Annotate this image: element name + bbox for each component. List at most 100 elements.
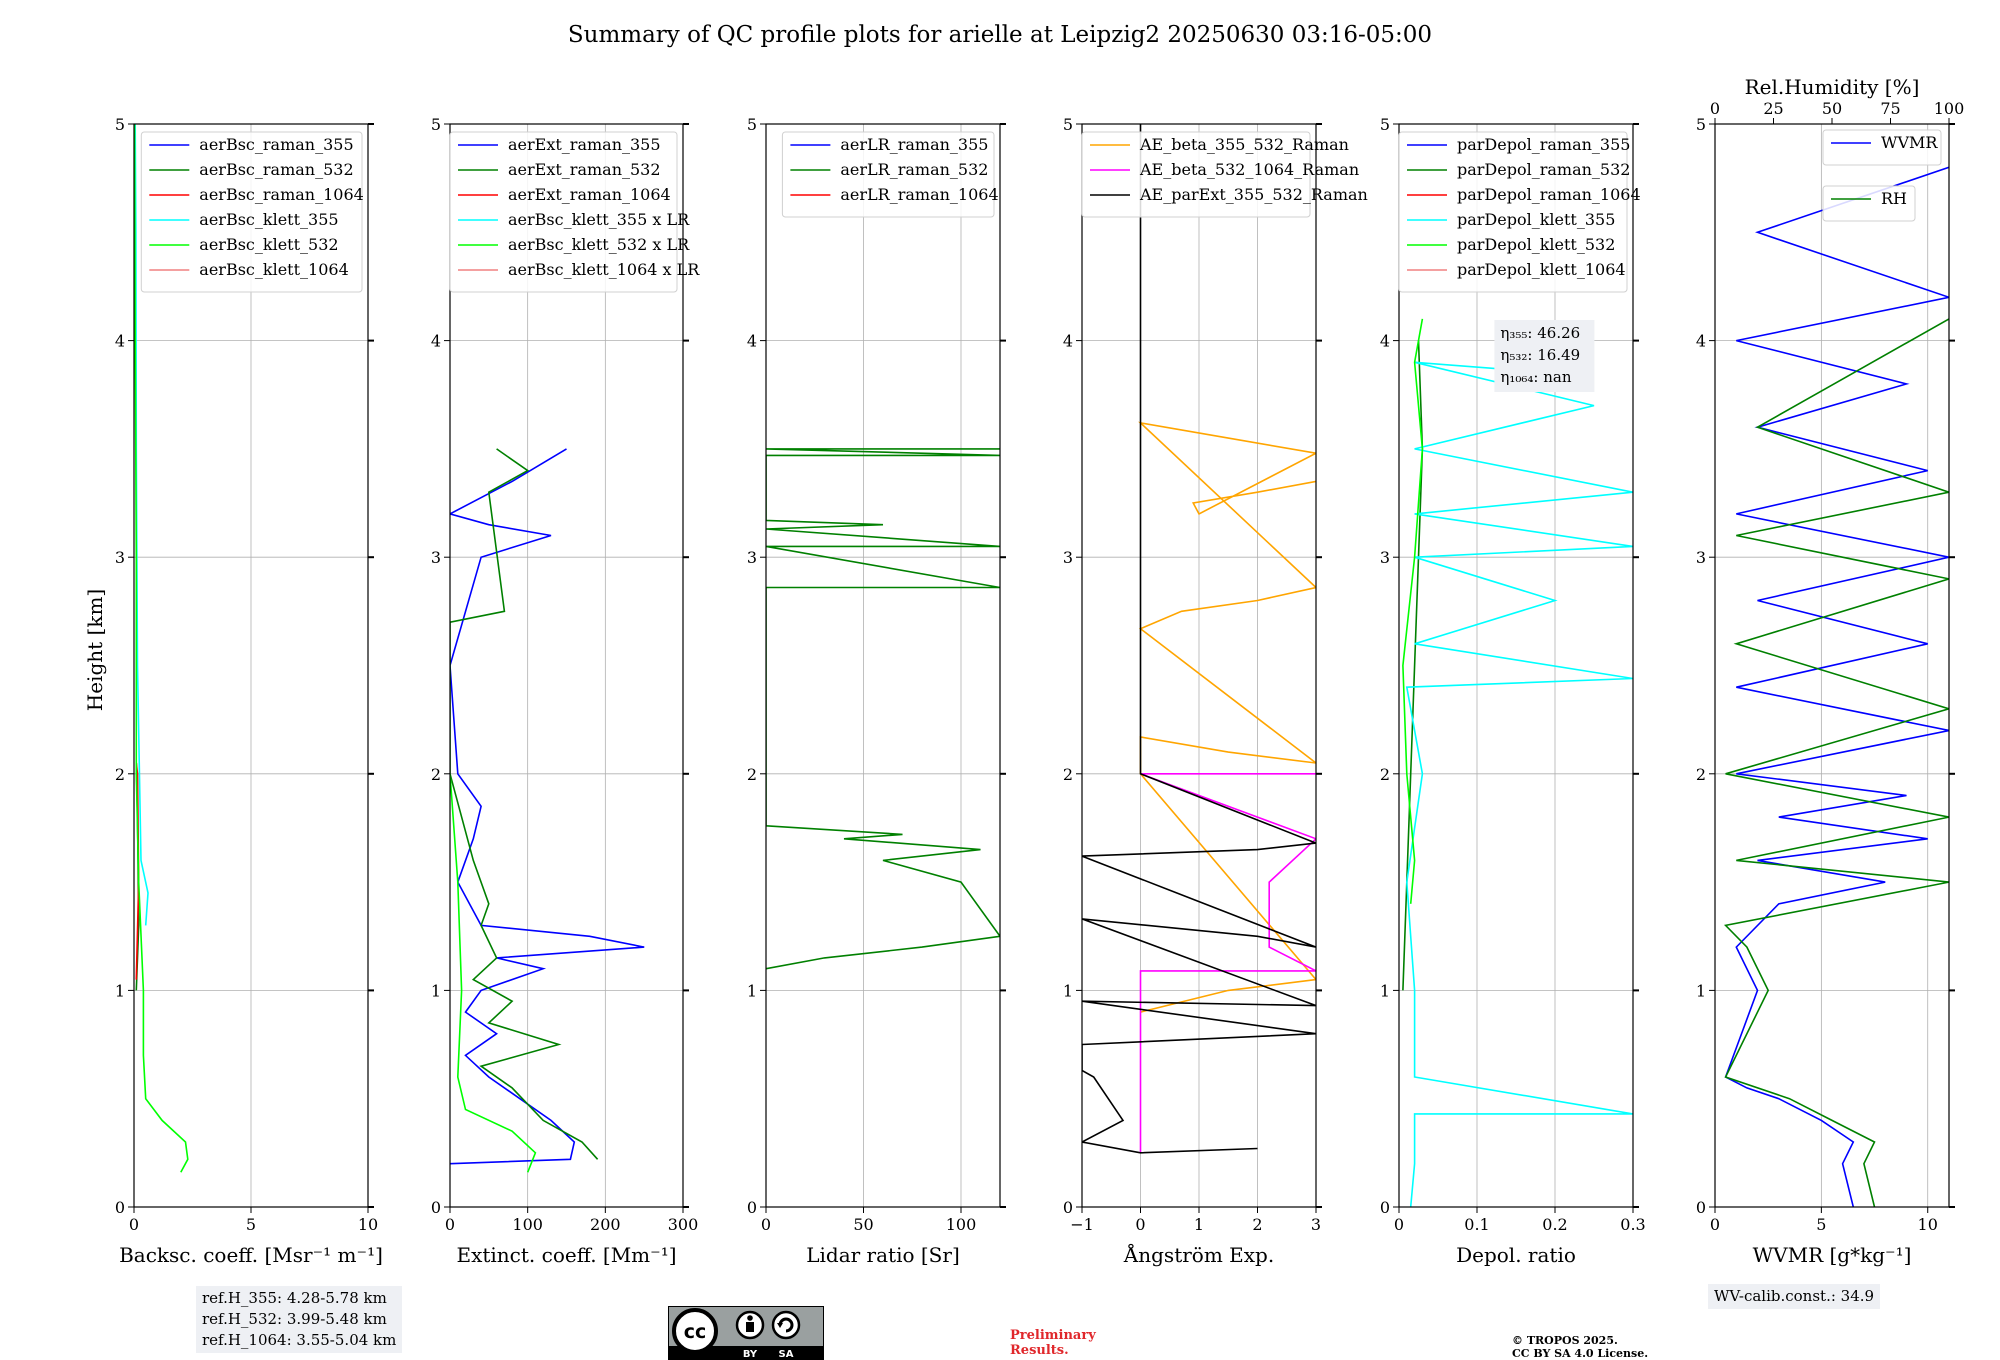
y-tick-label: 0 (1380, 1198, 1390, 1217)
plot-frame (133, 123, 369, 1208)
series-line-parDepol_klett_532 (1402, 318, 1424, 904)
legend: aerLR_raman_355 aerLR_raman_532 aerLR_rama… (781, 131, 999, 218)
legend-entry: aerBsc_klett_355 x LR (508, 210, 690, 229)
series-group (134, 124, 189, 1173)
y-tick-label: 5 (1696, 115, 1706, 134)
legend: aerExt_raman_355 aerExt_raman_532 aerExt_r… (449, 131, 700, 293)
legend: WVMR (1822, 129, 1942, 166)
legend-box (1822, 129, 1942, 166)
legend-entry: parDepol_raman_355 (1457, 135, 1630, 154)
series-group (1082, 124, 1316, 1154)
legend-entry: AE_beta_355_532_Raman (1139, 135, 1349, 154)
y-tick-label: 4 (1696, 332, 1706, 351)
x-axis-label: Lidar ratio [Sr] (806, 1243, 960, 1267)
legend-entry: aerLR_raman_1064 (840, 185, 998, 204)
x-tick-label: 10 (1918, 1215, 1938, 1234)
x-axis-label: Ångström Exp. (1123, 1242, 1274, 1267)
plot-frame (1714, 123, 1950, 1208)
legend-entry: aerBsc_klett_355 (199, 210, 338, 229)
legend: aerBsc_raman_355 aerBsc_raman_532 aerBsc_r… (140, 131, 364, 293)
preliminary-results-note: Preliminary Results. (1010, 1328, 1096, 1358)
x-tick-label: 0.2 (1542, 1215, 1567, 1234)
legend-entry: aerBsc_raman_1064 (199, 185, 364, 204)
eta-value: η₁₀₆₄: nan (1500, 368, 1571, 386)
x2-tick-label: 75 (1880, 99, 1900, 118)
preliminary-line-2: Results. (1010, 1343, 1069, 1358)
legend-entry: aerBsc_klett_1064 (199, 260, 348, 279)
legend-entry: aerBsc_klett_532 (199, 235, 338, 254)
legend-box (140, 131, 363, 293)
legend-entry: aerExt_raman_532 (508, 160, 661, 179)
y-tick-label: 3 (1063, 548, 1073, 567)
eta-annotation: η₃₅₅: 46.26 η₅₃₂: 16.49 η₁₀₆₄: nan (1494, 320, 1595, 392)
series-line-AE_beta_355_532_Raman (1138, 421, 1316, 1013)
y-tick-label: 1 (115, 981, 125, 1000)
legend: parDepol_raman_355 parDepol_raman_532 parD… (1398, 131, 1641, 293)
x-tick-label: 5 (1816, 1215, 1826, 1234)
legend-entry: aerBsc_klett_532 x LR (508, 235, 690, 254)
y-tick-label: 4 (431, 332, 441, 351)
legend-entry: aerExt_raman_1064 (508, 185, 671, 204)
y-tick-label: 4 (1063, 332, 1073, 351)
plot-frame (449, 123, 684, 1208)
eta-value: η₅₃₂: 16.49 (1500, 346, 1580, 364)
y-tick-label: 0 (431, 1198, 441, 1217)
plot-frame (765, 123, 1001, 1208)
y-tick-label: 0 (115, 1198, 125, 1217)
figure-title: Summary of QC profile plots for arielle … (567, 22, 1433, 48)
legend-box (781, 131, 995, 218)
legend: AE_beta_355_532_Raman AE_beta_532_1064_Ra… (1081, 131, 1368, 218)
x-tick-label: 3 (1311, 1215, 1321, 1234)
legend-entry: AE_beta_532_1064_Raman (1139, 160, 1359, 179)
series-group (450, 448, 645, 1173)
y-tick-label: 1 (1380, 981, 1390, 1000)
series-line-WVMR (1724, 166, 1949, 1207)
legend-entry: aerBsc_raman_532 (199, 160, 353, 179)
y-tick-label: 0 (1063, 1198, 1073, 1217)
ref-height-532: ref.H_532: 3.99-5.48 km (202, 1310, 387, 1328)
y-tick-label: 2 (431, 765, 441, 784)
wv-calib-box: WV-calib.const.: 34.9 (1708, 1284, 1881, 1309)
annotation-box (1494, 320, 1595, 392)
ref-heights-box: ref.H_355: 4.28-5.78 km ref.H_532: 3.99-… (196, 1286, 403, 1353)
legend-entry: RH (1881, 189, 1907, 208)
x-tick-label: 2 (1252, 1215, 1262, 1234)
series-group (1402, 318, 1633, 1207)
preliminary-line-1: Preliminary (1010, 1328, 1096, 1343)
legend-entry: parDepol_raman_1064 (1457, 185, 1641, 204)
legend-entry: aerExt_raman_355 (508, 135, 661, 154)
copyright-note: © TROPOS 2025. CC BY SA 4.0 License. (1512, 1334, 1648, 1360)
plot-frame (1081, 123, 1317, 1208)
y-axis-label: Height [km] (83, 589, 107, 711)
y-tick-label: 4 (1380, 332, 1390, 351)
y-tick-label: 2 (1063, 765, 1073, 784)
copyright-line-1: © TROPOS 2025. (1512, 1334, 1618, 1347)
series-line-RH (1723, 318, 1949, 1207)
cc-by-sa-logo: cc BY SA (668, 1306, 824, 1360)
series-line-AE_beta_532_1064_Raman (1139, 772, 1316, 1153)
y-tick-label: 5 (747, 115, 757, 134)
copyright-line-2: CC BY SA 4.0 License. (1512, 1347, 1649, 1360)
y-tick-label: 1 (1063, 981, 1073, 1000)
x-tick-label: 300 (668, 1215, 699, 1234)
wv-calib-text: WV-calib.const.: 34.9 (1714, 1287, 1875, 1305)
y-tick-label: 2 (747, 765, 757, 784)
x-tick-label: 0 (129, 1215, 139, 1234)
x-tick-label: 1 (1194, 1215, 1204, 1234)
y-tick-label: 4 (747, 332, 757, 351)
x-tick-label: 0.3 (1620, 1215, 1645, 1234)
series-line-parDepol_raman_532 (1402, 340, 1424, 991)
cc-logo-text: cc (684, 1321, 707, 1343)
x-tick-label: 50 (853, 1215, 873, 1234)
x2-tick-label: 0 (1710, 99, 1720, 118)
series-group (1723, 166, 1949, 1207)
plot-frame (1398, 123, 1634, 1208)
legend-box (1081, 131, 1311, 218)
legend-box (1822, 185, 1916, 222)
legend-entry: aerBsc_klett_1064 x LR (508, 260, 700, 279)
panel-lidar_ratio: 0 50 100 0 1 2 3 4 5 Lidar ratio [Sr] aerLR_raman_… (747, 115, 1006, 1267)
legend-entry: WVMR (1881, 133, 1938, 152)
legend: RH (1822, 185, 1916, 222)
